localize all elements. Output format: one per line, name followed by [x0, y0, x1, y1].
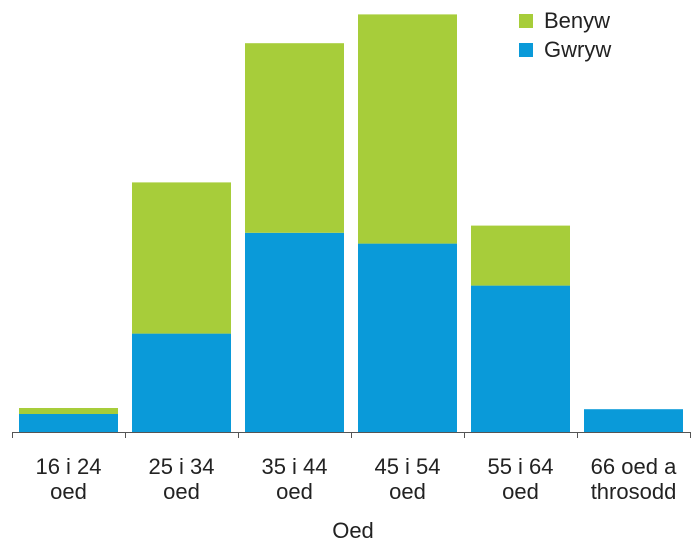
bar-benyw [19, 408, 118, 414]
x-tick-label: 35 i 44 [261, 454, 327, 479]
bar-gwryw [245, 232, 344, 432]
x-axis-title: Oed [332, 518, 374, 543]
x-tick-label: 55 i 64 [487, 454, 553, 479]
legend: Benyw Gwryw [519, 8, 611, 62]
x-tick-label: oed [502, 479, 539, 504]
bar-gwryw [358, 243, 457, 432]
bar-benyw [245, 43, 344, 233]
legend-label-gwryw: Gwryw [544, 37, 611, 62]
legend-swatch-benyw [519, 14, 533, 28]
x-tick-label: oed [50, 479, 87, 504]
x-tick-label: 25 i 34 [148, 454, 214, 479]
bar-benyw [358, 14, 457, 244]
x-tick-label: oed [276, 479, 313, 504]
x-tick-label: throsodd [591, 479, 677, 504]
bar-gwryw [584, 409, 683, 432]
bar-benyw [471, 225, 570, 286]
legend-label-benyw: Benyw [544, 8, 610, 33]
bars [19, 14, 683, 432]
x-tick-label: oed [389, 479, 426, 504]
x-tick-label: 45 i 54 [374, 454, 440, 479]
bar-gwryw [132, 333, 231, 432]
bar-gwryw [471, 285, 570, 432]
x-tick-label: 66 oed a [591, 454, 677, 479]
legend-swatch-gwryw [519, 43, 533, 57]
bar-benyw [132, 182, 231, 334]
x-tick-label: oed [163, 479, 200, 504]
bar-gwryw [19, 414, 118, 432]
x-tick-label: 16 i 24 [35, 454, 101, 479]
x-axis-ticks [12, 432, 691, 438]
